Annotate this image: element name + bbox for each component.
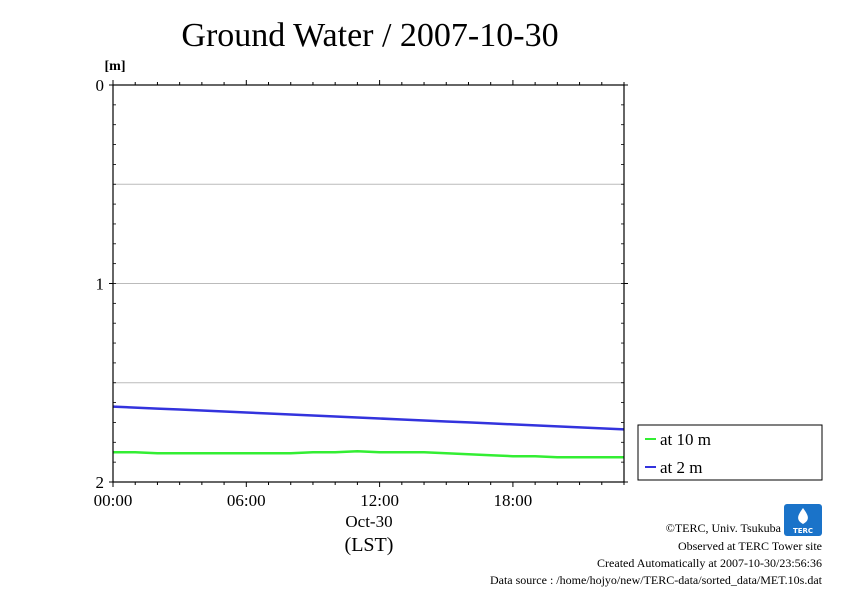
x-tick-label-0: 00:00	[94, 491, 133, 510]
x-tick-label-3: 18:00	[494, 491, 533, 510]
water-drop-icon	[798, 508, 808, 524]
legend-box	[637, 424, 823, 481]
terc-logo: TERC	[784, 504, 822, 536]
legend: at 10 m at 2 m	[637, 424, 823, 481]
data-source-text: Data source : /home/hojyo/new/TERC-data/…	[490, 573, 823, 587]
x-unit-label: (LST)	[345, 534, 394, 556]
terc-logo-text: TERC	[793, 527, 813, 535]
series-line-0	[113, 449, 624, 459]
legend-label-2m: at 2 m	[660, 458, 703, 477]
series-line-1	[112, 405, 625, 431]
observed-text: Observed at TERC Tower site	[678, 539, 822, 553]
x-tick-label-1: 06:00	[227, 491, 266, 510]
plot-series	[112, 405, 625, 459]
copyright-text: ©TERC, Univ. Tsukuba	[666, 521, 782, 535]
x-date-label: Oct-30	[345, 512, 392, 531]
y-axis-unit: [m]	[105, 59, 126, 74]
x-tick-label-2: 12:00	[360, 491, 399, 510]
y-tick-label-0: 0	[96, 76, 105, 95]
gridlines	[113, 183, 624, 384]
y-tick-label-1: 1	[96, 275, 105, 294]
legend-label-10m: at 10 m	[660, 430, 711, 449]
created-text: Created Automatically at 2007-10-30/23:5…	[597, 556, 822, 570]
y-tick-label-2: 2	[96, 473, 105, 492]
axis-ticks: 0 1 200:00 06:00 12:00 18:00	[94, 76, 628, 510]
chart-title: Ground Water / 2007-10-30	[181, 17, 558, 54]
